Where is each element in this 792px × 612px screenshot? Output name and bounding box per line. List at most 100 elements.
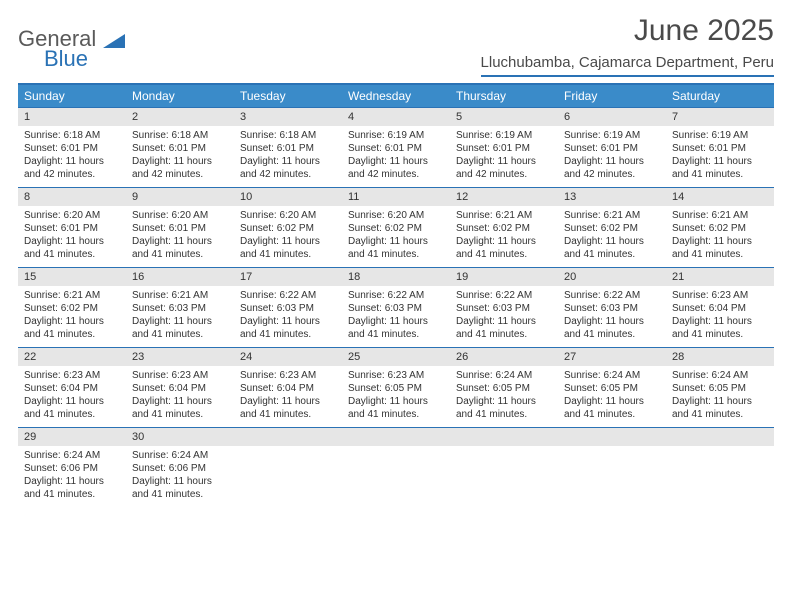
day-cell: 1Sunrise: 6:18 AMSunset: 6:01 PMDaylight…	[18, 108, 126, 187]
day-cell: 6Sunrise: 6:19 AMSunset: 6:01 PMDaylight…	[558, 108, 666, 187]
day-cell: 23Sunrise: 6:23 AMSunset: 6:04 PMDayligh…	[126, 348, 234, 427]
day-number: 21	[666, 268, 774, 286]
day-number: 30	[126, 428, 234, 446]
day-body: Sunrise: 6:23 AMSunset: 6:05 PMDaylight:…	[342, 366, 450, 427]
day-number	[666, 428, 774, 446]
day-body: Sunrise: 6:22 AMSunset: 6:03 PMDaylight:…	[450, 286, 558, 347]
day-body: Sunrise: 6:23 AMSunset: 6:04 PMDaylight:…	[126, 366, 234, 427]
day-number: 28	[666, 348, 774, 366]
day-cell	[666, 428, 774, 507]
day-body	[558, 446, 666, 506]
day-number	[234, 428, 342, 446]
day-cell: 11Sunrise: 6:20 AMSunset: 6:02 PMDayligh…	[342, 188, 450, 267]
day-header-row: SundayMondayTuesdayWednesdayThursdayFrid…	[18, 85, 774, 107]
day-header: Tuesday	[234, 85, 342, 107]
day-body	[342, 446, 450, 506]
day-body: Sunrise: 6:21 AMSunset: 6:03 PMDaylight:…	[126, 286, 234, 347]
day-body: Sunrise: 6:23 AMSunset: 6:04 PMDaylight:…	[666, 286, 774, 347]
weeks-container: 1Sunrise: 6:18 AMSunset: 6:01 PMDaylight…	[18, 107, 774, 507]
day-body: Sunrise: 6:21 AMSunset: 6:02 PMDaylight:…	[450, 206, 558, 267]
day-number: 25	[342, 348, 450, 366]
day-number: 9	[126, 188, 234, 206]
day-body: Sunrise: 6:22 AMSunset: 6:03 PMDaylight:…	[342, 286, 450, 347]
day-body: Sunrise: 6:19 AMSunset: 6:01 PMDaylight:…	[342, 126, 450, 187]
day-cell: 19Sunrise: 6:22 AMSunset: 6:03 PMDayligh…	[450, 268, 558, 347]
day-number: 11	[342, 188, 450, 206]
day-body: Sunrise: 6:21 AMSunset: 6:02 PMDaylight:…	[18, 286, 126, 347]
day-cell: 8Sunrise: 6:20 AMSunset: 6:01 PMDaylight…	[18, 188, 126, 267]
day-body: Sunrise: 6:22 AMSunset: 6:03 PMDaylight:…	[558, 286, 666, 347]
day-body: Sunrise: 6:18 AMSunset: 6:01 PMDaylight:…	[18, 126, 126, 187]
logo-text-blue: Blue	[44, 46, 125, 72]
day-number: 8	[18, 188, 126, 206]
month-title: June 2025	[481, 14, 774, 48]
day-number: 20	[558, 268, 666, 286]
day-cell	[558, 428, 666, 507]
day-number: 22	[18, 348, 126, 366]
day-cell: 28Sunrise: 6:24 AMSunset: 6:05 PMDayligh…	[666, 348, 774, 427]
day-cell: 14Sunrise: 6:21 AMSunset: 6:02 PMDayligh…	[666, 188, 774, 267]
week-row: 1Sunrise: 6:18 AMSunset: 6:01 PMDaylight…	[18, 107, 774, 187]
day-cell: 10Sunrise: 6:20 AMSunset: 6:02 PMDayligh…	[234, 188, 342, 267]
day-body: Sunrise: 6:24 AMSunset: 6:05 PMDaylight:…	[450, 366, 558, 427]
day-number: 4	[342, 108, 450, 126]
day-number: 17	[234, 268, 342, 286]
day-number: 16	[126, 268, 234, 286]
day-number: 15	[18, 268, 126, 286]
day-cell: 20Sunrise: 6:22 AMSunset: 6:03 PMDayligh…	[558, 268, 666, 347]
day-body: Sunrise: 6:20 AMSunset: 6:02 PMDaylight:…	[342, 206, 450, 267]
title-block: June 2025 Lluchubamba, Cajamarca Departm…	[481, 14, 774, 77]
day-body: Sunrise: 6:24 AMSunset: 6:06 PMDaylight:…	[18, 446, 126, 507]
day-body: Sunrise: 6:22 AMSunset: 6:03 PMDaylight:…	[234, 286, 342, 347]
day-number: 1	[18, 108, 126, 126]
day-body: Sunrise: 6:24 AMSunset: 6:06 PMDaylight:…	[126, 446, 234, 507]
day-cell: 2Sunrise: 6:18 AMSunset: 6:01 PMDaylight…	[126, 108, 234, 187]
day-cell: 29Sunrise: 6:24 AMSunset: 6:06 PMDayligh…	[18, 428, 126, 507]
day-number: 6	[558, 108, 666, 126]
day-cell: 16Sunrise: 6:21 AMSunset: 6:03 PMDayligh…	[126, 268, 234, 347]
day-number: 27	[558, 348, 666, 366]
day-cell: 25Sunrise: 6:23 AMSunset: 6:05 PMDayligh…	[342, 348, 450, 427]
day-number: 12	[450, 188, 558, 206]
day-cell	[234, 428, 342, 507]
day-body	[666, 446, 774, 506]
day-cell: 5Sunrise: 6:19 AMSunset: 6:01 PMDaylight…	[450, 108, 558, 187]
day-body: Sunrise: 6:20 AMSunset: 6:01 PMDaylight:…	[18, 206, 126, 267]
day-number: 5	[450, 108, 558, 126]
day-body: Sunrise: 6:20 AMSunset: 6:02 PMDaylight:…	[234, 206, 342, 267]
day-body: Sunrise: 6:19 AMSunset: 6:01 PMDaylight:…	[666, 126, 774, 187]
week-row: 15Sunrise: 6:21 AMSunset: 6:02 PMDayligh…	[18, 267, 774, 347]
logo-triangle-icon2	[103, 34, 125, 48]
day-header: Wednesday	[342, 85, 450, 107]
day-number: 13	[558, 188, 666, 206]
day-body: Sunrise: 6:20 AMSunset: 6:01 PMDaylight:…	[126, 206, 234, 267]
day-cell: 18Sunrise: 6:22 AMSunset: 6:03 PMDayligh…	[342, 268, 450, 347]
day-body: Sunrise: 6:19 AMSunset: 6:01 PMDaylight:…	[558, 126, 666, 187]
day-cell	[342, 428, 450, 507]
day-number: 23	[126, 348, 234, 366]
logo-stack: General Blue	[18, 26, 125, 72]
day-number	[450, 428, 558, 446]
day-body: Sunrise: 6:23 AMSunset: 6:04 PMDaylight:…	[18, 366, 126, 427]
day-cell: 24Sunrise: 6:23 AMSunset: 6:04 PMDayligh…	[234, 348, 342, 427]
day-cell: 15Sunrise: 6:21 AMSunset: 6:02 PMDayligh…	[18, 268, 126, 347]
page-header: General June 2025 Lluchubamba, Cajamarca…	[18, 14, 774, 77]
day-body: Sunrise: 6:23 AMSunset: 6:04 PMDaylight:…	[234, 366, 342, 427]
day-number	[342, 428, 450, 446]
day-number: 29	[18, 428, 126, 446]
day-body	[450, 446, 558, 506]
day-cell: 27Sunrise: 6:24 AMSunset: 6:05 PMDayligh…	[558, 348, 666, 427]
day-header: Saturday	[666, 85, 774, 107]
day-cell: 7Sunrise: 6:19 AMSunset: 6:01 PMDaylight…	[666, 108, 774, 187]
day-body	[234, 446, 342, 506]
day-cell: 13Sunrise: 6:21 AMSunset: 6:02 PMDayligh…	[558, 188, 666, 267]
day-cell: 3Sunrise: 6:18 AMSunset: 6:01 PMDaylight…	[234, 108, 342, 187]
day-body: Sunrise: 6:21 AMSunset: 6:02 PMDaylight:…	[666, 206, 774, 267]
day-number: 26	[450, 348, 558, 366]
day-cell: 22Sunrise: 6:23 AMSunset: 6:04 PMDayligh…	[18, 348, 126, 427]
day-cell: 30Sunrise: 6:24 AMSunset: 6:06 PMDayligh…	[126, 428, 234, 507]
day-number: 18	[342, 268, 450, 286]
day-body: Sunrise: 6:24 AMSunset: 6:05 PMDaylight:…	[666, 366, 774, 427]
day-number: 2	[126, 108, 234, 126]
day-header: Thursday	[450, 85, 558, 107]
